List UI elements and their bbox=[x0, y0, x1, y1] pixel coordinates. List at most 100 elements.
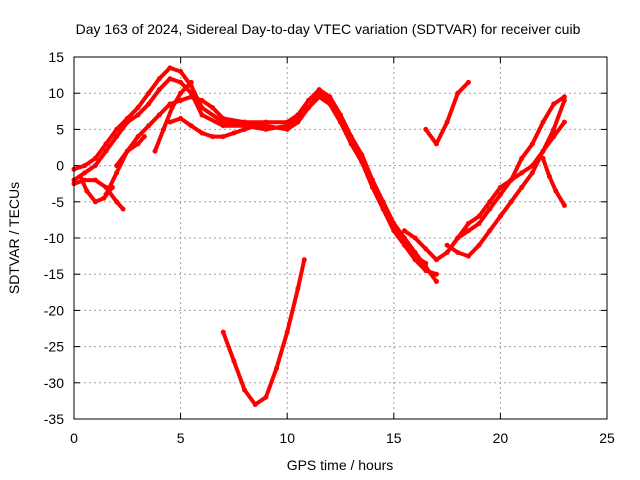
x-tick-label: 5 bbox=[177, 430, 185, 446]
data-point bbox=[146, 90, 152, 96]
y-tick-label: 0 bbox=[56, 158, 64, 174]
data-point bbox=[82, 163, 88, 169]
data-point bbox=[210, 105, 216, 111]
data-point bbox=[92, 177, 98, 183]
y-axis-label: SDTVAR / TECUs bbox=[6, 182, 22, 294]
y-tick-label: -25 bbox=[44, 339, 64, 355]
data-point bbox=[391, 224, 397, 230]
data-point bbox=[178, 116, 184, 122]
data-point bbox=[540, 148, 546, 154]
data-point bbox=[263, 123, 269, 129]
data-point bbox=[199, 130, 205, 136]
data-point bbox=[529, 163, 535, 169]
data-point bbox=[124, 148, 130, 154]
data-point bbox=[103, 148, 109, 154]
data-point bbox=[561, 94, 567, 100]
data-point bbox=[82, 170, 88, 176]
data-point bbox=[519, 155, 525, 161]
data-point bbox=[519, 170, 525, 176]
data-point bbox=[103, 184, 109, 190]
data-point bbox=[124, 119, 130, 125]
series-line-trace-14 bbox=[541, 156, 567, 208]
tick-layer: 0 5 10 15 20 25 -35 -30 -25 -20 -15 -10 -5 0 5 10 15 bbox=[44, 49, 615, 446]
data-point bbox=[135, 105, 141, 111]
x-tick-label: 25 bbox=[599, 430, 615, 446]
data-point bbox=[101, 195, 107, 201]
data-point bbox=[263, 119, 269, 125]
data-point bbox=[220, 329, 226, 335]
data-point bbox=[551, 101, 557, 107]
data-point bbox=[455, 249, 461, 255]
data-point bbox=[263, 394, 269, 400]
x-tick-label: 20 bbox=[493, 430, 509, 446]
data-point bbox=[540, 119, 546, 125]
y-tick-label: -5 bbox=[52, 194, 65, 210]
data-point bbox=[77, 173, 83, 179]
data-point bbox=[167, 119, 173, 125]
data-point bbox=[423, 268, 429, 274]
data-point bbox=[497, 213, 503, 219]
data-point bbox=[103, 141, 109, 147]
data-point bbox=[540, 155, 546, 161]
series-line-trace-3 bbox=[104, 91, 428, 266]
data-point bbox=[401, 228, 407, 234]
data-point bbox=[433, 257, 439, 263]
data-point bbox=[551, 134, 557, 140]
series-line-trace-1 bbox=[72, 65, 439, 284]
data-point bbox=[199, 97, 205, 103]
data-point bbox=[135, 141, 141, 147]
x-axis-label: GPS time / hours bbox=[287, 457, 394, 473]
series-line-trace-4 bbox=[72, 178, 125, 211]
data-point bbox=[476, 221, 482, 227]
x-tick-label: 10 bbox=[279, 430, 295, 446]
y-tick-label: -10 bbox=[44, 230, 64, 246]
y-tick-label: -30 bbox=[44, 375, 64, 391]
data-point bbox=[465, 228, 471, 234]
series-line-trace-2 bbox=[72, 76, 439, 277]
grid-layer bbox=[74, 57, 607, 419]
data-point bbox=[465, 221, 471, 227]
data-point bbox=[359, 155, 365, 161]
x-tick-label: 0 bbox=[70, 430, 78, 446]
data-point bbox=[295, 286, 301, 292]
y-tick-label: -20 bbox=[44, 302, 64, 318]
chart-title: Day 163 of 2024, Sidereal Day-to-day VTE… bbox=[76, 21, 581, 37]
data-point bbox=[178, 68, 184, 74]
data-point bbox=[338, 116, 343, 122]
data-point bbox=[188, 94, 194, 100]
data-point bbox=[476, 242, 482, 248]
data-point bbox=[146, 101, 152, 107]
data-point bbox=[167, 76, 173, 82]
data-point bbox=[369, 181, 375, 187]
data-point bbox=[316, 90, 322, 96]
data-point bbox=[156, 76, 162, 82]
data-point bbox=[433, 141, 439, 147]
data-point bbox=[529, 141, 535, 147]
data-point bbox=[220, 123, 226, 129]
x-tick-label: 15 bbox=[386, 430, 402, 446]
data-point bbox=[444, 242, 450, 248]
data-point bbox=[84, 188, 90, 194]
data-point bbox=[242, 126, 248, 132]
data-point bbox=[487, 228, 493, 234]
data-point bbox=[188, 123, 194, 129]
data-point bbox=[231, 130, 237, 136]
data-point bbox=[295, 119, 301, 125]
data-point bbox=[146, 123, 152, 129]
y-tick-label: 15 bbox=[48, 49, 64, 65]
data-point bbox=[135, 112, 141, 118]
y-tick-label: -15 bbox=[44, 266, 64, 282]
data-point bbox=[92, 199, 98, 205]
data-point bbox=[114, 126, 120, 132]
data-point bbox=[316, 87, 322, 93]
data-point bbox=[508, 177, 514, 183]
data-point bbox=[465, 253, 471, 259]
series-line-trace-6 bbox=[114, 134, 147, 168]
data-point bbox=[120, 206, 126, 212]
data-point bbox=[497, 192, 503, 198]
data-point bbox=[423, 246, 429, 252]
data-point bbox=[161, 126, 167, 132]
data-point bbox=[412, 235, 418, 241]
